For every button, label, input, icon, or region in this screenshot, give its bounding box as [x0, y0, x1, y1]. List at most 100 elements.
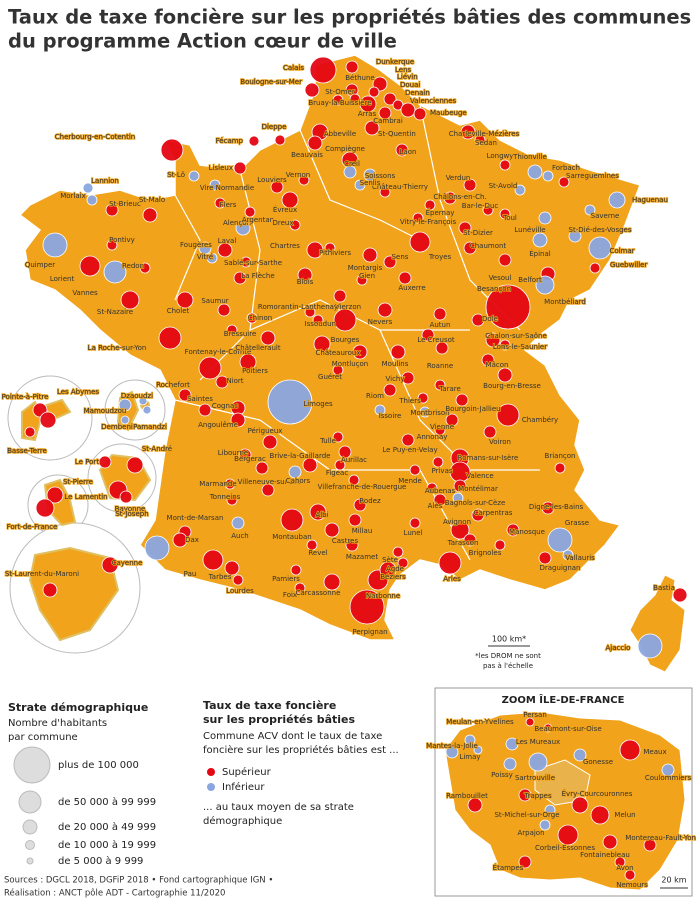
city-label: Dax [185, 536, 199, 544]
city-marker [240, 256, 252, 268]
city-marker [294, 582, 306, 594]
city-marker [390, 344, 406, 360]
city-label: Château-Thierry [372, 183, 428, 191]
city-label: Poitiers [242, 367, 268, 375]
city-marker [348, 513, 362, 527]
city-label: Guéret [318, 373, 342, 381]
city-marker [307, 135, 323, 151]
city-label: Brignoles [469, 549, 502, 557]
city-label: Aurillac [341, 456, 367, 464]
city-label: Vichy [385, 375, 404, 383]
city-label: Montbéliard [544, 298, 586, 306]
city-marker [309, 56, 337, 84]
city-label: Mamoudzou [84, 407, 127, 415]
city-marker [260, 330, 276, 346]
city-marker [672, 587, 688, 603]
city-marker [409, 517, 421, 529]
legend-subtitle: par commune [8, 732, 78, 743]
city-marker [160, 138, 184, 162]
city-marker [217, 242, 233, 258]
city-marker [514, 184, 526, 196]
city-label: Cognac [212, 402, 238, 410]
city-label: Liévin [397, 73, 418, 81]
city-marker [453, 479, 467, 493]
city-label: Pontivy [109, 236, 135, 244]
city-label: Douai [400, 81, 420, 89]
city-marker [353, 498, 367, 512]
city-marker [82, 182, 94, 194]
city-label: Cherbourg-en-Cotentin [55, 133, 135, 141]
city-label: St-Lô [167, 171, 185, 179]
city-marker [485, 332, 501, 348]
city-marker [528, 752, 548, 772]
city-marker [188, 170, 200, 182]
city-label: Dole [482, 315, 498, 323]
city-label: Melun [614, 811, 635, 819]
city-label: Le Puy-en-Velay [382, 446, 437, 454]
city-marker [518, 855, 532, 869]
city-marker [506, 523, 520, 537]
city-label: Bourgoin-Jallieu [445, 405, 500, 413]
city-label: Angoulême [198, 421, 238, 429]
city-marker [198, 241, 212, 255]
city-label: Rochefort [156, 381, 190, 389]
city-marker [379, 561, 397, 579]
city-label: Montbrison [410, 409, 449, 417]
city-marker [142, 405, 152, 415]
city-label: Épinal [529, 249, 551, 258]
size-class: de 50 000 à 99 999 [58, 796, 156, 808]
city-label: Rambouillet [446, 792, 488, 800]
city-marker [119, 490, 133, 504]
city-marker [614, 856, 626, 868]
city-marker [334, 459, 346, 471]
city-label: Chinon [248, 314, 272, 322]
city-label: Saintes [187, 395, 213, 403]
city-marker [383, 255, 397, 269]
city-marker [499, 339, 511, 351]
city-marker [158, 326, 182, 350]
city-label: Meulan-en-Yvelines [446, 718, 514, 726]
city-label: Valence [466, 472, 493, 480]
city-label: Beaumont-sur-Oise [534, 725, 601, 733]
city-marker [619, 739, 641, 761]
city-label: Mende [398, 477, 422, 485]
city-label: Pithiviers [319, 249, 351, 257]
city-marker [558, 176, 570, 188]
drom-islands [21, 390, 152, 642]
city-label: Auxerre [398, 284, 425, 292]
city-marker [304, 306, 316, 318]
city-label: Argentan [242, 216, 274, 224]
city-label: Troyes [428, 253, 452, 261]
city-label: Vannes [72, 289, 98, 297]
city-label: Saverne [591, 212, 620, 220]
city-label: Limoges [303, 400, 333, 408]
city-marker [434, 424, 446, 436]
city-label: Manosque [509, 528, 545, 536]
city-label: Vesoul [489, 274, 512, 282]
city-marker [206, 252, 218, 264]
city-marker [539, 819, 551, 831]
city-label: Dunkerque [376, 58, 414, 66]
city-label: Marmande [199, 480, 236, 488]
city-label: St-Pierre [63, 478, 93, 486]
city-label: Sedan [475, 139, 497, 147]
city-label: Rodez [359, 497, 381, 505]
city-marker [443, 191, 457, 205]
city-marker [138, 396, 148, 406]
city-label: Vienne [430, 423, 454, 431]
city-marker [433, 307, 447, 321]
city-marker [467, 797, 483, 813]
city-marker [377, 302, 393, 318]
city-label: Nemours [616, 881, 648, 889]
city-marker [419, 406, 431, 418]
city-label: La Roche-sur-Yon [88, 344, 147, 352]
city-label: Colmar [609, 247, 634, 255]
city-marker [471, 313, 485, 327]
city-label: Cambrai [373, 117, 403, 125]
city-marker [323, 573, 341, 591]
city-marker [482, 204, 494, 216]
sources: Sources : DGCL 2018, DGFiP 2018 • Fond c… [4, 876, 273, 886]
city-label: Sens [392, 253, 409, 261]
city-marker [106, 239, 118, 251]
city-label: Gien [359, 272, 375, 280]
